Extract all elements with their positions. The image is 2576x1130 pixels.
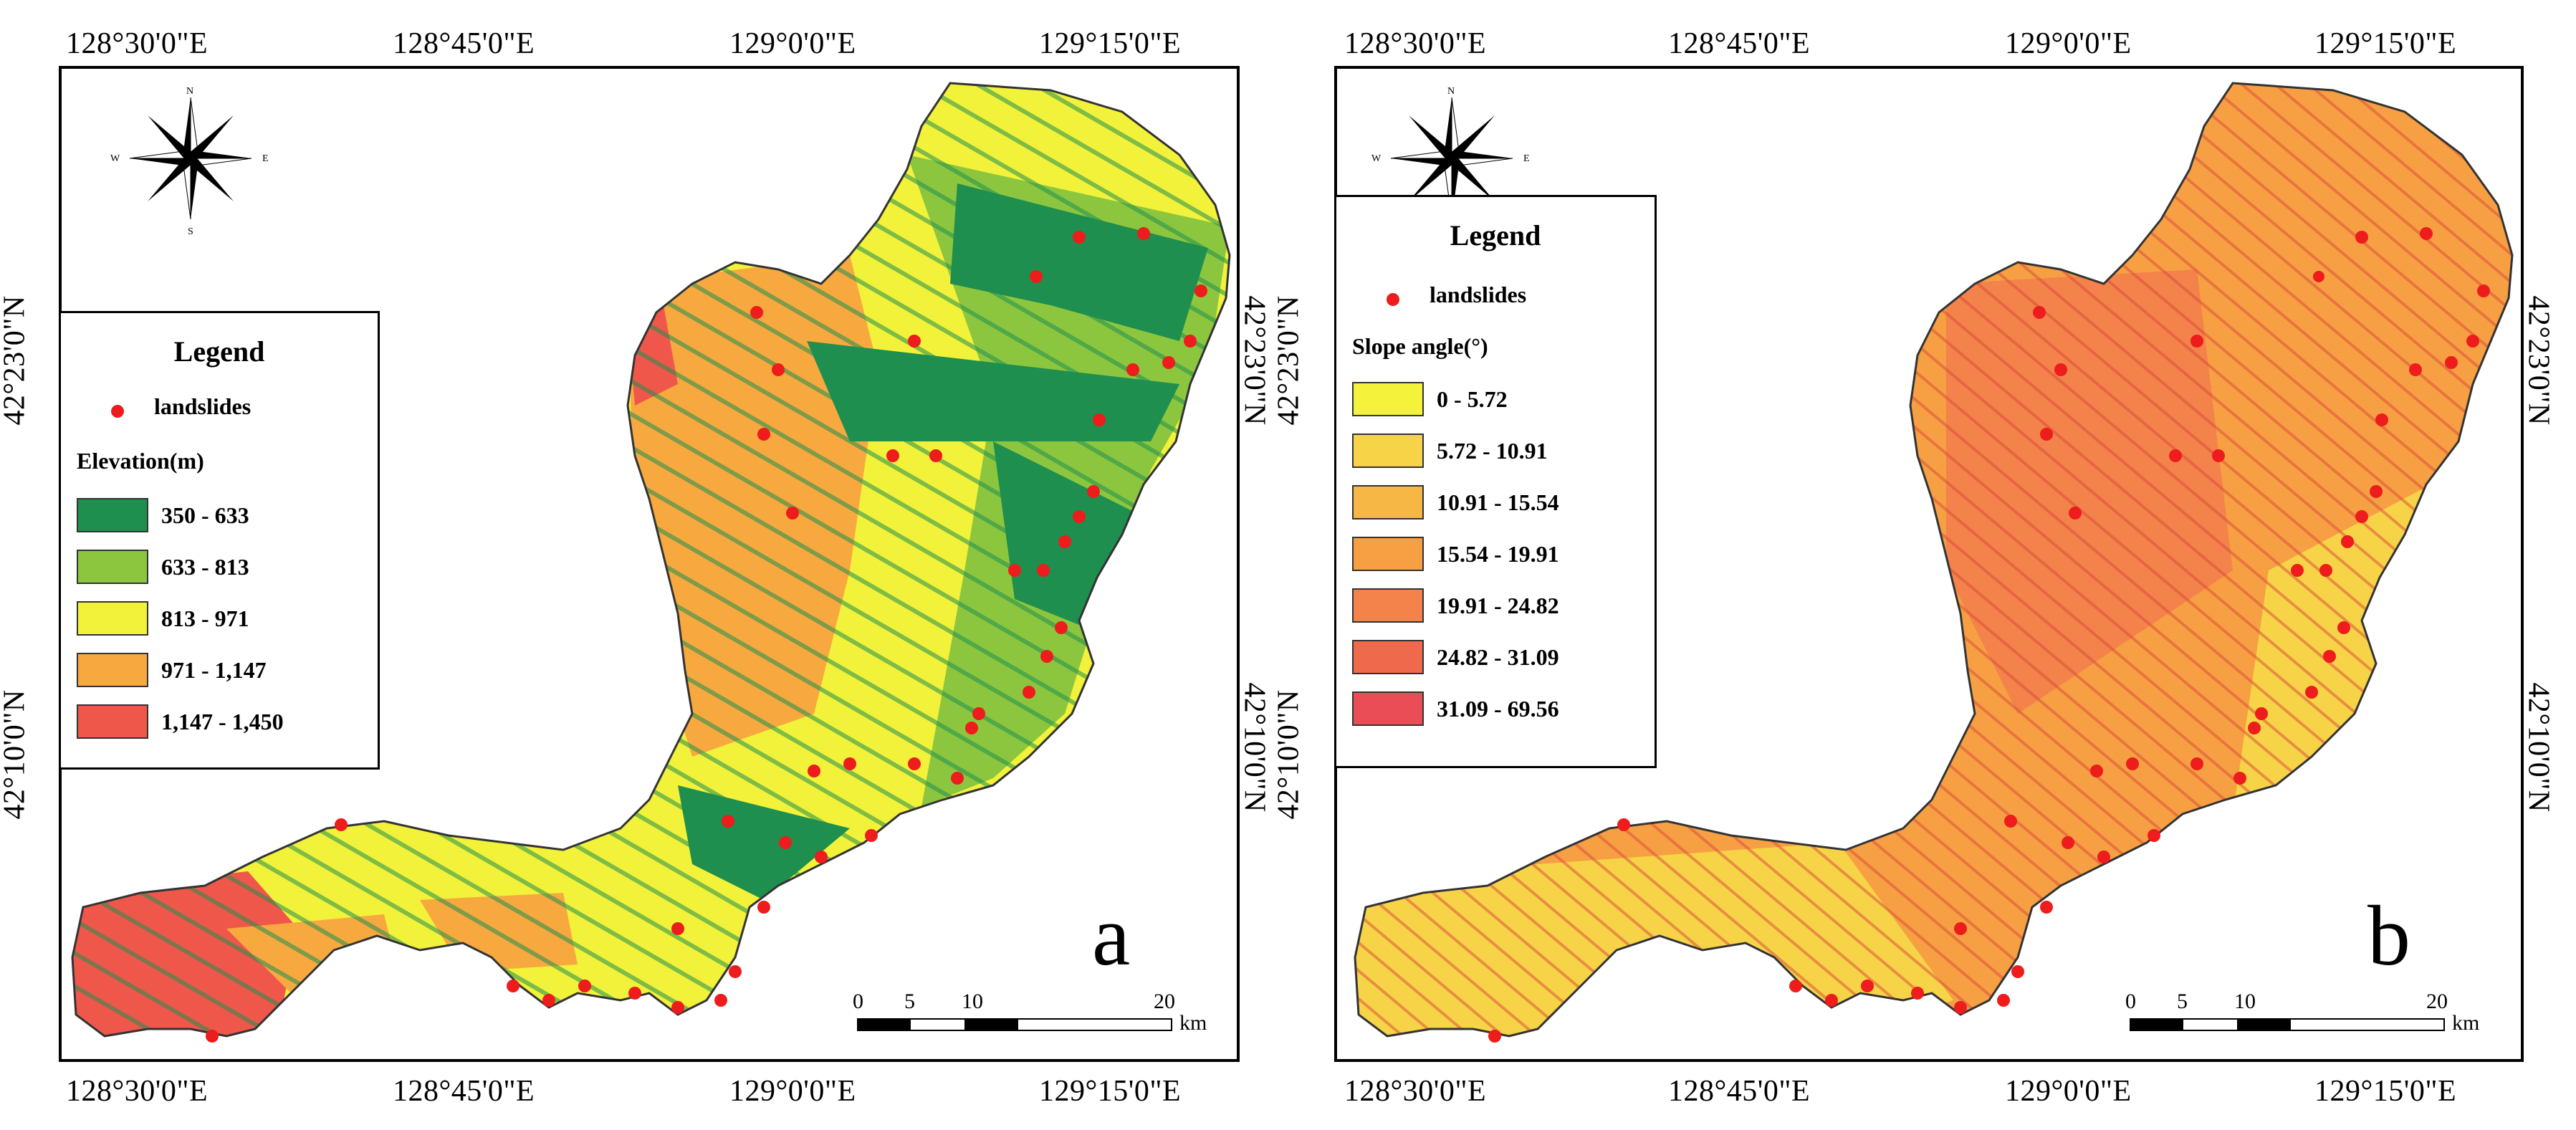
study-area-boundary — [71, 82, 1231, 1038]
landslide-symbol — [111, 405, 124, 418]
right-lat-label: 42°10'0"N — [1237, 682, 1271, 813]
scale-tick-label: 5 — [904, 990, 915, 1013]
compass-n-label: N — [186, 86, 194, 97]
north-arrow-icon — [1390, 97, 1513, 220]
legend-swatch — [1352, 537, 1424, 571]
landslide-label: landslides — [154, 393, 252, 419]
top-lon-label: 128°30'0"E — [66, 27, 209, 60]
panel-a-elevation-map: 128°30'0"E 128°45'0"E 129°0'0"E 129°15'0… — [0, 0, 1283, 1130]
right-lat-label: 42°10'0"N — [2522, 682, 2555, 813]
legend-swatch — [1352, 640, 1424, 674]
scale-tick-label: 10 — [962, 990, 983, 1013]
bottom-lon-label: 128°30'0"E — [66, 1075, 209, 1108]
legend-swatch — [1352, 691, 1424, 726]
legend-title: Legend — [173, 335, 265, 368]
slope-heading: Slope angle(°) — [1352, 333, 1488, 359]
scale-tick-label: 10 — [2234, 990, 2256, 1013]
scale-unit: km — [2452, 1011, 2480, 1035]
legend-class-label: 350 - 633 — [161, 502, 249, 528]
legend-swatch — [1352, 588, 1424, 623]
bottom-lon-label: 129°0'0"E — [729, 1075, 856, 1108]
map-frame: N S W E Legend landslides Slope angle(°)… — [1334, 66, 2524, 1062]
legend-class-label: 813 - 971 — [161, 605, 249, 631]
legend-class-label: 971 - 1,147 — [161, 657, 267, 683]
scale-tick-label: 0 — [2125, 990, 2136, 1013]
top-lon-label: 129°15'0"E — [1039, 27, 1182, 60]
north-arrow-icon — [129, 97, 252, 220]
legend-class-label: 15.54 - 19.91 — [1437, 541, 1559, 567]
top-lon-label: 129°0'0"E — [2005, 27, 2132, 60]
left-lat-label: 42°10'0"N — [1272, 689, 1306, 820]
legend-class-label: 24.82 - 31.09 — [1437, 644, 1559, 670]
scale-unit: km — [1179, 1011, 1207, 1035]
compass-e-label: E — [1523, 153, 1530, 164]
compass-n-label: N — [1447, 86, 1455, 97]
legend-swatch — [1352, 434, 1424, 468]
top-lon-label: 129°0'0"E — [729, 27, 856, 60]
left-lat-label: 42°23'0"N — [0, 295, 32, 426]
bottom-lon-label: 129°15'0"E — [2314, 1075, 2457, 1108]
bottom-lon-label: 128°30'0"E — [1344, 1075, 1487, 1108]
bottom-lon-label: 129°15'0"E — [1039, 1075, 1182, 1108]
left-lat-label: 42°23'0"N — [1272, 295, 1306, 426]
scale-tick-label: 20 — [1154, 990, 1175, 1013]
right-lat-label: 42°23'0"N — [2522, 295, 2555, 426]
landslide-label: landslides — [1430, 282, 1527, 307]
legend-swatch — [77, 601, 148, 636]
legend-swatch — [1352, 485, 1424, 519]
bottom-lon-label: 128°45'0"E — [393, 1075, 535, 1108]
legend-class-label: 10.91 - 15.54 — [1437, 489, 1559, 515]
legend-box: Legend landslides Slope angle(°) 0 - 5.7… — [1334, 195, 1657, 768]
top-lon-label: 128°45'0"E — [393, 27, 535, 60]
study-area-boundary — [1354, 82, 2514, 1038]
landslide-points — [206, 227, 1207, 1043]
legend-swatch — [77, 550, 148, 584]
panel-letter: b — [2367, 888, 2410, 983]
panel-b-slope-map: 128°30'0"E 128°45'0"E 129°0'0"E 129°15'0… — [1273, 0, 2576, 1130]
landslide-points — [1488, 227, 2490, 1043]
legend-class-label: 5.72 - 10.91 — [1437, 438, 1548, 464]
compass-s-label: S — [188, 226, 193, 237]
scale-bar: 0 5 10 20 km — [2125, 990, 2502, 1040]
compass-e-label: E — [262, 153, 269, 164]
top-lon-label: 128°45'0"E — [1668, 27, 1811, 60]
legend-swatch — [77, 498, 148, 532]
elevation-heading: Elevation(m) — [77, 448, 204, 474]
legend-class-label: 633 - 813 — [161, 554, 249, 580]
legend-swatch — [77, 704, 148, 739]
landslide-symbol — [1387, 293, 1399, 306]
left-lat-label: 42°10'0"N — [0, 689, 32, 820]
legend-title: Legend — [1450, 219, 1541, 252]
scale-tick-label: 20 — [2426, 990, 2448, 1013]
legend-class-label: 19.91 - 24.82 — [1437, 593, 1559, 618]
top-lon-label: 128°30'0"E — [1344, 27, 1487, 60]
legend-swatch — [1352, 382, 1424, 416]
scale-tick-label: 5 — [2177, 990, 2188, 1013]
legend-class-label: 1,147 - 1,450 — [161, 709, 284, 734]
legend-box: Legend landslides Elevation(m) 350 - 633… — [59, 311, 380, 770]
compass-w-label: W — [1371, 153, 1382, 164]
bottom-lon-label: 129°0'0"E — [2005, 1075, 2132, 1108]
compass-w-label: W — [110, 153, 120, 164]
legend-swatch — [77, 653, 148, 687]
scale-bar: 0 5 10 20 km — [853, 990, 1230, 1040]
right-lat-label: 42°23'0"N — [1237, 295, 1271, 426]
scale-tick-label: 0 — [853, 990, 863, 1013]
panel-letter: a — [1092, 888, 1131, 983]
top-lon-label: 129°15'0"E — [2314, 27, 2457, 60]
legend-class-label: 31.09 - 69.56 — [1437, 696, 1559, 722]
legend-class-label: 0 - 5.72 — [1437, 386, 1508, 412]
bottom-lon-label: 128°45'0"E — [1668, 1075, 1811, 1108]
map-frame: N S W E Legend landslides Elevation(m) 3… — [59, 66, 1240, 1062]
